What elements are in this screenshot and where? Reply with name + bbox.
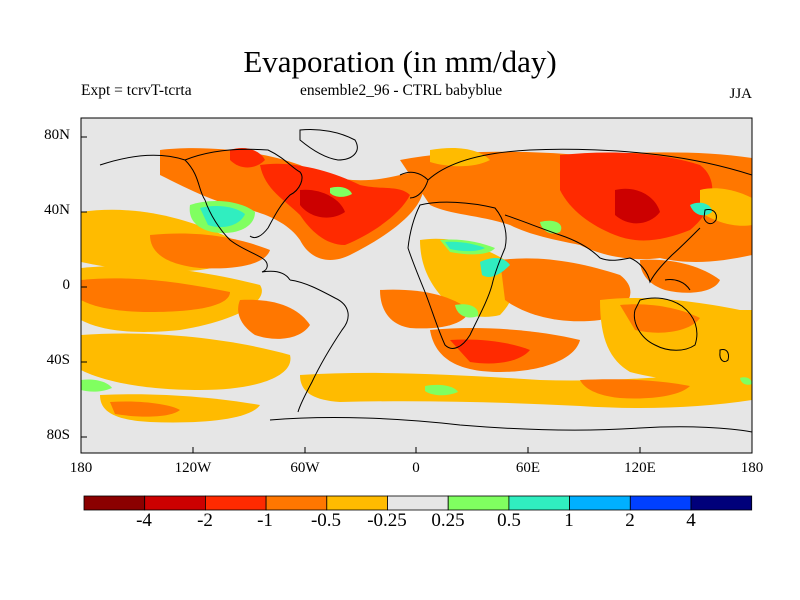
- field-zone: [200, 206, 245, 228]
- colorbar-label: 0.25: [431, 510, 465, 531]
- field-zone: [500, 258, 631, 322]
- field-zone: [620, 304, 700, 333]
- field-zone: [300, 370, 752, 408]
- coastline: [719, 349, 729, 363]
- field-zone: [580, 379, 690, 399]
- colorbar-box: [326, 495, 388, 511]
- field-zone: [540, 220, 562, 234]
- colorbar-label: 4: [686, 510, 696, 531]
- colorbar-box: [265, 495, 328, 511]
- coastline: [664, 279, 691, 291]
- coastline: [299, 129, 358, 161]
- field-zone: [615, 188, 660, 224]
- colorbar-label: -0.5: [310, 510, 342, 531]
- colorbar: [83, 495, 753, 511]
- field-zone: [150, 233, 270, 269]
- field-zone: [81, 333, 291, 390]
- field-zone: [380, 289, 470, 329]
- coastline: [504, 214, 701, 284]
- colorbar-box: [569, 495, 631, 511]
- field-zone: [425, 384, 458, 396]
- lon-label: 120W: [174, 460, 212, 476]
- lon-label: 0: [412, 460, 420, 476]
- coastlines: [99, 129, 752, 433]
- field-zone: [445, 241, 485, 252]
- colorbar-label: -0.25: [367, 510, 407, 531]
- lon-label: 60W: [290, 460, 320, 476]
- season-label: JJA: [729, 86, 752, 102]
- colorbar-box: [447, 495, 510, 511]
- field-zone: [480, 258, 510, 277]
- lat-label: 80S: [46, 427, 70, 443]
- colorbar-box: [629, 495, 692, 511]
- coastline: [289, 279, 349, 413]
- colorbar-box: [144, 495, 206, 511]
- lon-label: 60E: [515, 460, 541, 476]
- field-zone: [81, 278, 230, 312]
- lon-label: 180: [69, 460, 93, 476]
- colorbar-box: [387, 495, 449, 511]
- colorbar-label: -2: [197, 510, 213, 531]
- colorbar-box: [204, 495, 267, 511]
- coastline: [407, 201, 507, 349]
- field-zone: [81, 379, 112, 392]
- field-zone: [238, 299, 310, 339]
- coastline: [99, 154, 291, 281]
- lon-ticks: [80, 447, 753, 453]
- colorbar-box: [508, 495, 570, 511]
- colorbar-label: -4: [136, 510, 152, 531]
- lat-label: 80N: [44, 127, 70, 143]
- colorbar-label: 0.5: [497, 510, 521, 531]
- lat-label: 0: [62, 277, 71, 293]
- field-zone: [700, 188, 752, 226]
- field-zone: [450, 339, 530, 364]
- lat-label: 40S: [46, 352, 70, 368]
- map-field: [81, 118, 752, 453]
- coastline: [184, 148, 303, 239]
- field-zone: [110, 401, 180, 417]
- field-zone: [230, 148, 265, 168]
- lon-label: 120E: [624, 460, 656, 476]
- colorbar-box: [690, 495, 753, 511]
- field-zone: [430, 148, 490, 167]
- coastline: [703, 209, 717, 225]
- field-zone: [740, 377, 752, 385]
- coastline: [427, 148, 752, 181]
- field-zone: [690, 202, 712, 216]
- lon-label: 180: [740, 460, 764, 476]
- map-title: Evaporation (in mm/day): [243, 44, 557, 79]
- field-zone: [300, 189, 345, 218]
- field-zone: [330, 186, 352, 197]
- colorbar-label: 1: [564, 510, 574, 531]
- experiment-label: Expt = tcrvT-tcrta: [81, 82, 192, 99]
- lat-label: 40N: [44, 202, 70, 218]
- field-zone: [455, 304, 479, 318]
- lat-ticks: [81, 136, 87, 438]
- colorbar-label: -1: [257, 510, 273, 531]
- coastline: [269, 417, 752, 433]
- coastline: [633, 297, 698, 351]
- ensemble-label: ensemble2_96 - CTRL babyblue: [300, 82, 503, 99]
- colorbar-label: 2: [625, 510, 635, 531]
- colorbar-box: [83, 495, 146, 511]
